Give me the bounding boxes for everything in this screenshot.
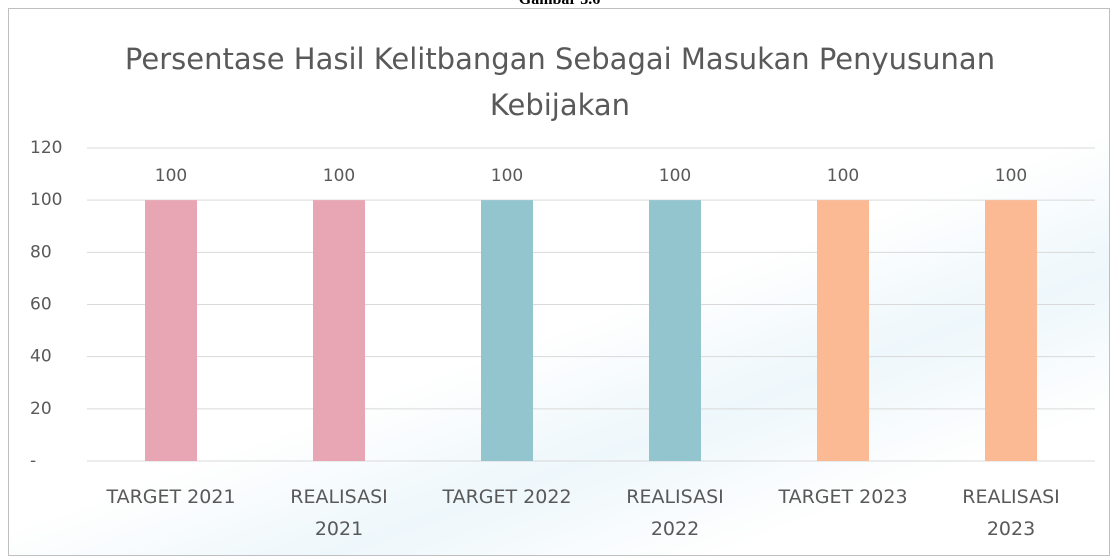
bar [145, 200, 197, 461]
x-tick-label: TARGET 2022 [442, 486, 572, 508]
bar [985, 200, 1037, 461]
data-label: 100 [995, 166, 1027, 186]
chart-title: Persentase Hasil Kelitbangan Sebagai Mas… [124, 42, 996, 122]
bar [817, 200, 869, 461]
x-tick-label: REALISASI 2021 [290, 486, 388, 540]
figure-caption: Gambar 3.6 [0, 0, 1119, 9]
bar [313, 200, 365, 461]
x-tick-label: TARGET 2021 [106, 486, 236, 508]
bar [649, 200, 701, 461]
bar [481, 200, 533, 461]
data-label: 100 [827, 166, 859, 186]
y-tick-label: 100 [30, 190, 62, 210]
x-tick-label: REALISASI 2022 [626, 486, 724, 540]
y-tick-label: 40 [30, 347, 52, 367]
y-tick-label: 60 [30, 295, 52, 315]
x-tick-label: TARGET 2023 [778, 486, 908, 508]
data-label: 100 [155, 166, 187, 186]
data-label: 100 [491, 166, 523, 186]
y-tick-label: 80 [30, 242, 52, 262]
data-label: 100 [323, 166, 355, 186]
x-tick-label: REALISASI 2023 [962, 486, 1060, 540]
y-tick-label: - [30, 451, 36, 471]
y-tick-label: 20 [30, 399, 52, 419]
data-label: 100 [659, 166, 691, 186]
y-tick-label: 120 [30, 138, 62, 158]
